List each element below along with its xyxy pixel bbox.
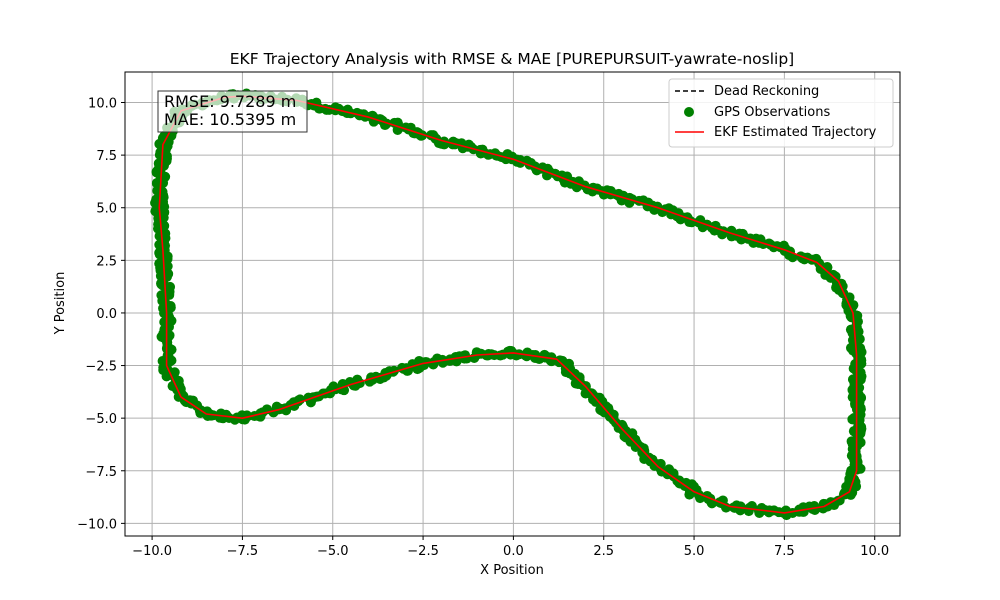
x-tick-label: −7.5 (227, 544, 259, 559)
legend-frame (668, 78, 894, 148)
chart-title: EKF Trajectory Analysis with RMSE & MAE … (230, 50, 794, 68)
axis-ticks: −10.0 −7.5 −5.0 −2.5 0.0 2.5 5.0 7.5 10.0 −10.0 −7… (77, 97, 889, 559)
x-tick-label: −5.0 (317, 544, 349, 559)
y-tick-label: 2.5 (96, 254, 117, 269)
y-tick-label: 7.5 (96, 149, 117, 164)
y-tick-label: −2.5 (85, 360, 117, 375)
gps-point (809, 505, 820, 516)
grid-lines (125, 72, 900, 536)
y-tick-label: −7.5 (85, 465, 117, 480)
x-tick-label: −10.0 (132, 544, 172, 559)
gps-point (224, 412, 235, 423)
legend-gps-swatch (684, 107, 694, 117)
ekf-trajectory-line (158, 95, 858, 514)
y-axis-label: Y Position (53, 272, 68, 336)
gps-point (763, 507, 774, 518)
stats-rmse: RMSE: 9.7289 m (164, 92, 296, 111)
legend-ekf-label: EKF Estimated Trajectory (714, 125, 877, 140)
stats-box: RMSE: 9.7289 m MAE: 10.5395 m (157, 90, 308, 133)
gps-point (554, 355, 565, 366)
stats-box-frame (157, 90, 308, 133)
plot-data (150, 88, 867, 521)
gps-point (530, 349, 541, 360)
y-tick-label: 0.0 (96, 307, 117, 322)
stats-mae: MAE: 10.5395 m (164, 110, 296, 129)
legend-gps-label: GPS Observations (714, 105, 830, 120)
legend: Dead Reckoning GPS Observations EKF Esti… (668, 78, 894, 148)
y-tick-label: −10.0 (77, 517, 117, 532)
y-tick-label: −5.0 (85, 412, 117, 427)
gps-point (744, 502, 755, 513)
x-axis-label: X Position (480, 563, 544, 578)
legend-dead-reckoning-label: Dead Reckoning (714, 84, 819, 99)
plot-frame (124, 71, 901, 537)
x-tick-label: 2.5 (593, 544, 614, 559)
gps-point (156, 290, 167, 301)
y-tick-label: 10.0 (88, 97, 117, 112)
x-tick-label: −2.5 (407, 544, 439, 559)
x-tick-label: 7.5 (774, 544, 795, 559)
gps-point (495, 350, 506, 361)
x-tick-label: 0.0 (503, 544, 524, 559)
x-tick-label: 5.0 (684, 544, 705, 559)
x-tick-label: 10.0 (860, 544, 889, 559)
y-tick-label: 5.0 (96, 202, 117, 217)
